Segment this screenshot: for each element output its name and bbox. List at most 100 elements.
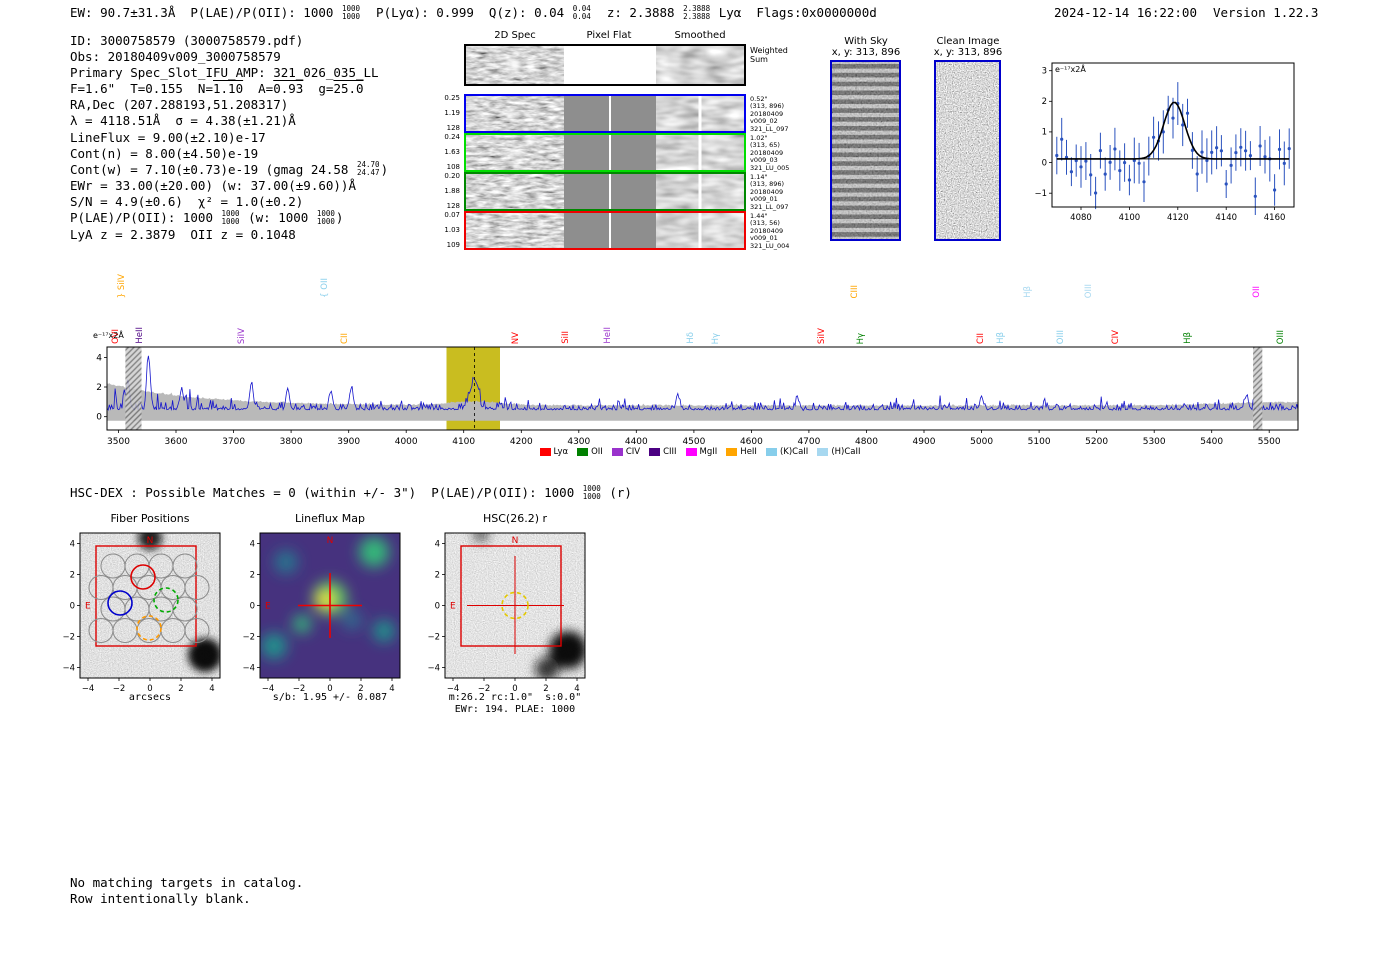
legend-swatch xyxy=(649,448,661,456)
info-line: ID: 3000758579 (3000758579.pdf) xyxy=(70,33,304,48)
stacked-fraction: 0.04 0.04 xyxy=(572,3,591,21)
spec2d-col-smoothed: Smoothed xyxy=(674,30,726,41)
svg-text:4: 4 xyxy=(389,684,394,694)
svg-text:−4: −4 xyxy=(82,684,95,694)
svg-text:E: E xyxy=(450,602,456,612)
info-line: λ = 4118.51Å σ = 4.38(±1.21)Å xyxy=(70,113,296,129)
svg-text:0: 0 xyxy=(147,684,152,694)
legend-item: MgII xyxy=(685,447,717,457)
smoothed-strip xyxy=(656,46,744,84)
svg-text:0: 0 xyxy=(70,602,75,612)
legend-swatch xyxy=(817,448,829,456)
info-line: Cont(w) = 7.10(±0.73)e-19 (gmag 24.58 24… xyxy=(70,160,389,178)
svg-text:4: 4 xyxy=(209,684,214,694)
spec2d-row-ticks: 0.07 1.03 109 xyxy=(444,211,460,249)
pixel-flat-strip xyxy=(564,96,656,131)
legend-item: (H)CaII xyxy=(817,447,861,457)
main-spectrum-ylabel: e⁻¹⁷x2Å xyxy=(93,331,124,340)
svg-text:4: 4 xyxy=(435,540,440,550)
svg-text:4: 4 xyxy=(250,540,255,550)
info-line: RA,Dec (207.288193,51.208317) xyxy=(70,97,289,113)
cutout-xlabel2-hsc: EWr: 194. PLAE: 1000 xyxy=(454,704,576,715)
pixel-flat-strip xyxy=(564,46,656,84)
svg-text:2: 2 xyxy=(543,684,548,694)
svg-text:0: 0 xyxy=(96,413,102,423)
legend-swatch xyxy=(726,448,738,456)
emission-line-label: } SiIV xyxy=(117,273,127,298)
svg-text:2: 2 xyxy=(250,571,255,581)
legend-item: Lyα xyxy=(539,447,568,457)
svg-text:4140: 4140 xyxy=(1215,213,1237,223)
header-summary: EW: 90.7±31.3Å P(LAE)/P(OII): 1000 1000 1… xyxy=(70,3,877,21)
svg-text:3900: 3900 xyxy=(337,437,360,447)
legend-item: OII xyxy=(577,447,603,457)
pixel-flat-strip xyxy=(564,213,656,248)
svg-text:4: 4 xyxy=(574,684,579,694)
svg-text:−4: −4 xyxy=(62,664,75,674)
legend-item: CIV xyxy=(611,447,640,457)
svg-text:0: 0 xyxy=(327,684,332,694)
svg-text:4100: 4100 xyxy=(452,437,475,447)
legend-swatch xyxy=(577,448,589,456)
svg-text:−2: −2 xyxy=(113,684,126,694)
spec2d-row xyxy=(464,94,746,133)
svg-text:−4: −4 xyxy=(447,684,460,694)
svg-text:4500: 4500 xyxy=(682,437,705,447)
stacked-fraction: 2.3888 2.3888 xyxy=(683,3,711,21)
svg-text:−2: −2 xyxy=(242,633,255,643)
twod-spec-strip xyxy=(466,96,564,131)
svg-text:4300: 4300 xyxy=(567,437,590,447)
svg-text:5200: 5200 xyxy=(1085,437,1108,447)
svg-text:0: 0 xyxy=(1042,158,1047,168)
pixel-flat-strip xyxy=(564,174,656,209)
smoothed-strip xyxy=(656,174,744,209)
stacked-fraction: 1000 1000 xyxy=(316,208,335,226)
cutout-xlabel-fiber: arcsecs xyxy=(128,692,172,703)
spec2d-row-source-label: Weighted Sum xyxy=(750,46,788,64)
spec2d-row-ticks: 0.20 1.88 128 xyxy=(444,172,460,210)
emission-line-label: Hβ xyxy=(1023,286,1033,298)
info-line: EWr = 33.00(±20.00) (w: 37.00(±9.60))Å xyxy=(70,178,356,194)
svg-text:−2: −2 xyxy=(293,684,306,694)
header-timestamp: 2024-12-14 16:22:00 Version 1.22.3 xyxy=(1054,5,1318,21)
twod-spec-strip xyxy=(466,213,564,248)
emission-line-label: CIII xyxy=(850,284,860,298)
withsky-coords: x, y: 313, 896 xyxy=(831,47,901,58)
detection-info-block: ID: 3000758579 (3000758579.pdf) Obs: 2018… xyxy=(70,33,388,243)
footer-note-2: Row intentionally blank. xyxy=(70,891,251,906)
stacked-fraction: 1000 1000 xyxy=(221,208,240,226)
svg-text:−2: −2 xyxy=(62,633,75,643)
svg-text:0: 0 xyxy=(512,684,517,694)
info-line: Primary Spec_Slot_IFU_AMP: 321_026_035_L… xyxy=(70,65,379,81)
info-line: LyA z = 2.3879 OII z = 0.1048 xyxy=(70,226,296,242)
smoothed-strip xyxy=(656,213,744,248)
cutout-hsc-r: N E −4 −4 −2 −2 0 0 2 2 4 4 xyxy=(419,528,614,710)
clean-coords: x, y: 313, 896 xyxy=(933,47,1003,58)
svg-text:2: 2 xyxy=(96,383,102,393)
cutout-fiber-positions: N E −4 −4 −2 −2 0 0 2 2 4 4 xyxy=(54,528,249,710)
svg-text:−2: −2 xyxy=(478,684,491,694)
svg-text:4700: 4700 xyxy=(797,437,820,447)
svg-text:4160: 4160 xyxy=(1264,213,1286,223)
svg-text:4600: 4600 xyxy=(740,437,763,447)
svg-text:4400: 4400 xyxy=(625,437,648,447)
smoothed-strip xyxy=(656,135,744,170)
svg-text:2: 2 xyxy=(435,571,440,581)
spec2d-col-pixelflat: Pixel Flat xyxy=(586,30,632,41)
svg-text:5500: 5500 xyxy=(1258,437,1281,447)
svg-text:−4: −4 xyxy=(262,684,275,694)
footer-note-1: No matching targets in catalog. xyxy=(70,875,304,890)
svg-text:4100: 4100 xyxy=(1119,213,1141,223)
spec2d-row-ticks: 0.25 1.19 128 xyxy=(444,94,460,132)
svg-text:0: 0 xyxy=(250,602,255,612)
stacked-fraction: 24.70 24.47 xyxy=(356,160,380,178)
spec2d-row-source-label: 1.44" (313, 56) 20180409 v009_01 321_LU_004 xyxy=(750,212,790,250)
svg-text:2: 2 xyxy=(70,571,75,581)
emission-line-label: { OII xyxy=(320,278,330,298)
spec2d-row-source-label: 0.52" (313, 896) 20180409 v009_02 321_LL_097 xyxy=(750,95,789,133)
svg-text:2: 2 xyxy=(178,684,183,694)
svg-text:4900: 4900 xyxy=(913,437,936,447)
svg-text:N: N xyxy=(327,536,334,546)
svg-text:2: 2 xyxy=(1042,97,1047,107)
